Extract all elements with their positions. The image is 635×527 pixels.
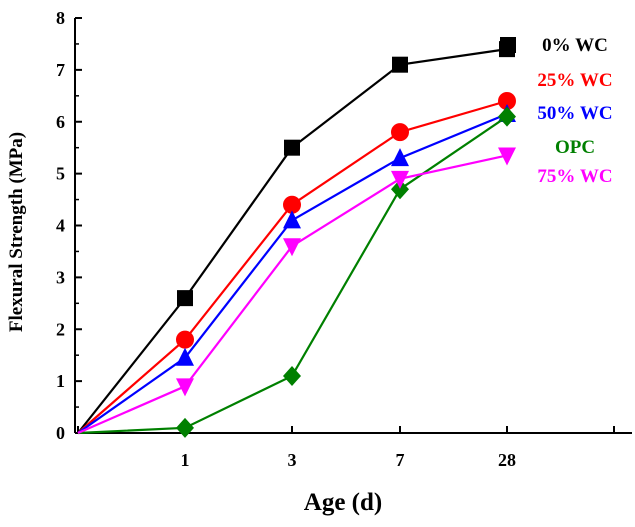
data-point <box>391 123 409 142</box>
legend-entry: OPC <box>555 137 595 158</box>
legend-entry: 50% WC <box>537 103 612 124</box>
legend-entry: 0% WC <box>542 35 608 56</box>
series-25-wc <box>77 92 516 434</box>
y-tick-label: 3 <box>56 267 65 287</box>
y-tick-label: 8 <box>56 8 65 28</box>
data-point <box>498 147 516 166</box>
x-tick-label: 1 <box>181 450 190 470</box>
data-point <box>284 139 300 156</box>
y-tick-label: 5 <box>56 164 65 184</box>
data-point <box>176 330 194 349</box>
x-axis-label: Age (d) <box>304 489 382 516</box>
data-point <box>283 365 301 386</box>
legend: 0% WC 25% WC 50% WC OPC 75% WC <box>500 35 613 187</box>
series-0-wc <box>77 41 515 434</box>
data-point <box>498 106 516 127</box>
y-tick-label: 0 <box>56 423 65 443</box>
series-layer <box>77 41 516 438</box>
y-tick-label: 7 <box>56 60 65 80</box>
data-point <box>176 378 194 397</box>
data-point <box>391 179 409 200</box>
legend-entry: 25% WC <box>537 70 612 91</box>
axes: 0 1 2 3 4 5 6 7 8 1 3 7 28 <box>56 8 632 470</box>
data-point <box>283 210 301 229</box>
x-tick-label: 28 <box>498 450 516 470</box>
data-point <box>392 56 408 73</box>
y-axis-label: Flexural Strength (MPa) <box>6 132 27 332</box>
y-tick-label: 6 <box>56 112 65 132</box>
data-point <box>176 417 194 438</box>
data-point <box>391 170 409 189</box>
data-point <box>283 195 301 214</box>
data-point <box>176 347 194 366</box>
series-opc <box>77 106 516 438</box>
x-tick-label: 7 <box>396 450 405 470</box>
y-tick-label: 4 <box>56 216 65 236</box>
series-75-wc <box>77 147 516 435</box>
y-tick-label: 1 <box>56 371 65 391</box>
legend-marker <box>500 37 516 53</box>
data-point <box>391 148 409 167</box>
data-point <box>498 92 516 110</box>
series-line <box>77 115 508 435</box>
y-tick-label: 2 <box>56 319 65 339</box>
legend-entry: 75% WC <box>537 166 612 187</box>
data-point <box>283 238 301 257</box>
data-point <box>177 290 193 307</box>
x-tick-label: 3 <box>288 450 297 470</box>
